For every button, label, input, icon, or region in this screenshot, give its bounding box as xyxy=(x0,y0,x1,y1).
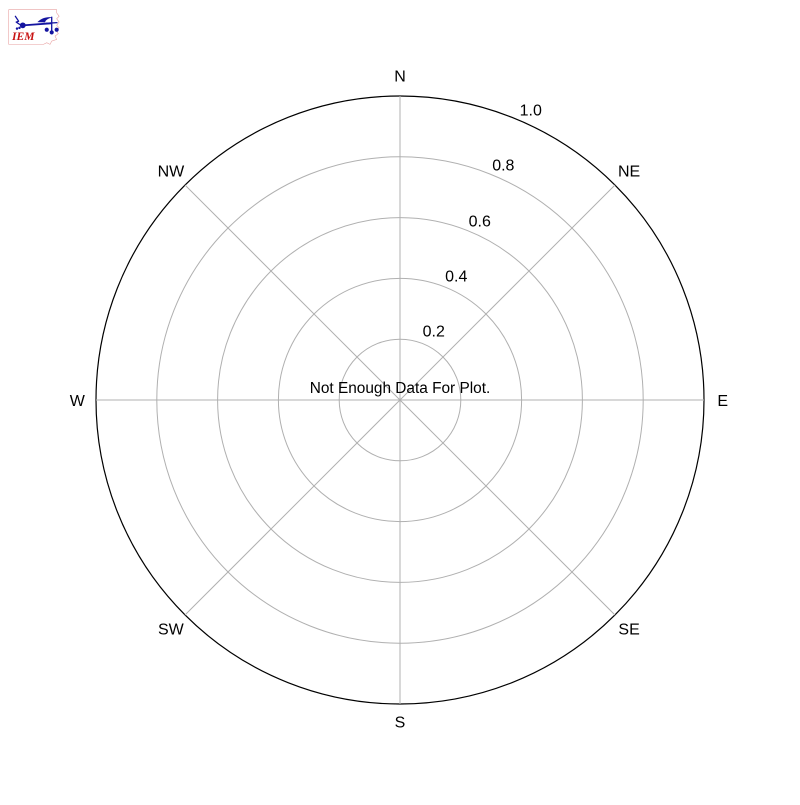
svg-text:0.8: 0.8 xyxy=(492,158,514,175)
svg-text:SW: SW xyxy=(158,622,185,639)
svg-text:0.6: 0.6 xyxy=(469,213,491,230)
svg-text:IEM: IEM xyxy=(11,29,35,42)
svg-text:S: S xyxy=(395,715,406,732)
svg-text:SE: SE xyxy=(618,622,639,639)
svg-text:NE: NE xyxy=(618,163,640,180)
svg-text:NW: NW xyxy=(158,163,186,180)
svg-text:0.4: 0.4 xyxy=(445,268,467,285)
svg-text:W: W xyxy=(70,393,86,410)
svg-text:E: E xyxy=(717,393,728,410)
svg-text:Not Enough Data For Plot.: Not Enough Data For Plot. xyxy=(310,380,491,397)
svg-text:0.2: 0.2 xyxy=(423,323,445,340)
svg-text:N: N xyxy=(394,68,406,85)
svg-text:1.0: 1.0 xyxy=(520,103,542,120)
